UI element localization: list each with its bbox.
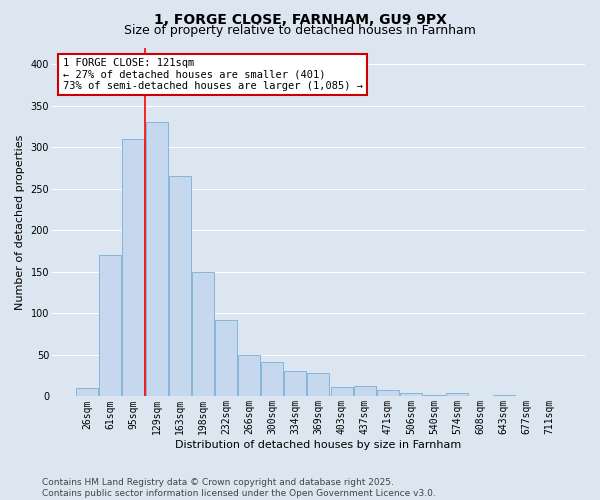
Bar — [76, 388, 98, 396]
Bar — [122, 139, 145, 396]
Text: Size of property relative to detached houses in Farnham: Size of property relative to detached ho… — [124, 24, 476, 37]
Bar — [423, 395, 445, 396]
Bar — [192, 272, 214, 396]
Text: 1 FORGE CLOSE: 121sqm
← 27% of detached houses are smaller (401)
73% of semi-det: 1 FORGE CLOSE: 121sqm ← 27% of detached … — [62, 58, 362, 91]
Bar — [493, 395, 515, 396]
Bar — [100, 255, 121, 396]
Bar — [284, 372, 307, 396]
Bar — [400, 393, 422, 396]
Y-axis label: Number of detached properties: Number of detached properties — [15, 134, 25, 310]
Bar — [354, 386, 376, 396]
Bar — [377, 390, 399, 396]
Text: Contains HM Land Registry data © Crown copyright and database right 2025.
Contai: Contains HM Land Registry data © Crown c… — [42, 478, 436, 498]
Bar — [169, 176, 191, 396]
Bar — [307, 373, 329, 396]
Bar — [446, 393, 468, 396]
Bar — [261, 362, 283, 396]
Bar — [215, 320, 237, 396]
Bar — [331, 388, 353, 396]
Bar — [238, 355, 260, 397]
X-axis label: Distribution of detached houses by size in Farnham: Distribution of detached houses by size … — [175, 440, 461, 450]
Text: 1, FORGE CLOSE, FARNHAM, GU9 9PX: 1, FORGE CLOSE, FARNHAM, GU9 9PX — [154, 12, 446, 26]
Bar — [146, 122, 167, 396]
